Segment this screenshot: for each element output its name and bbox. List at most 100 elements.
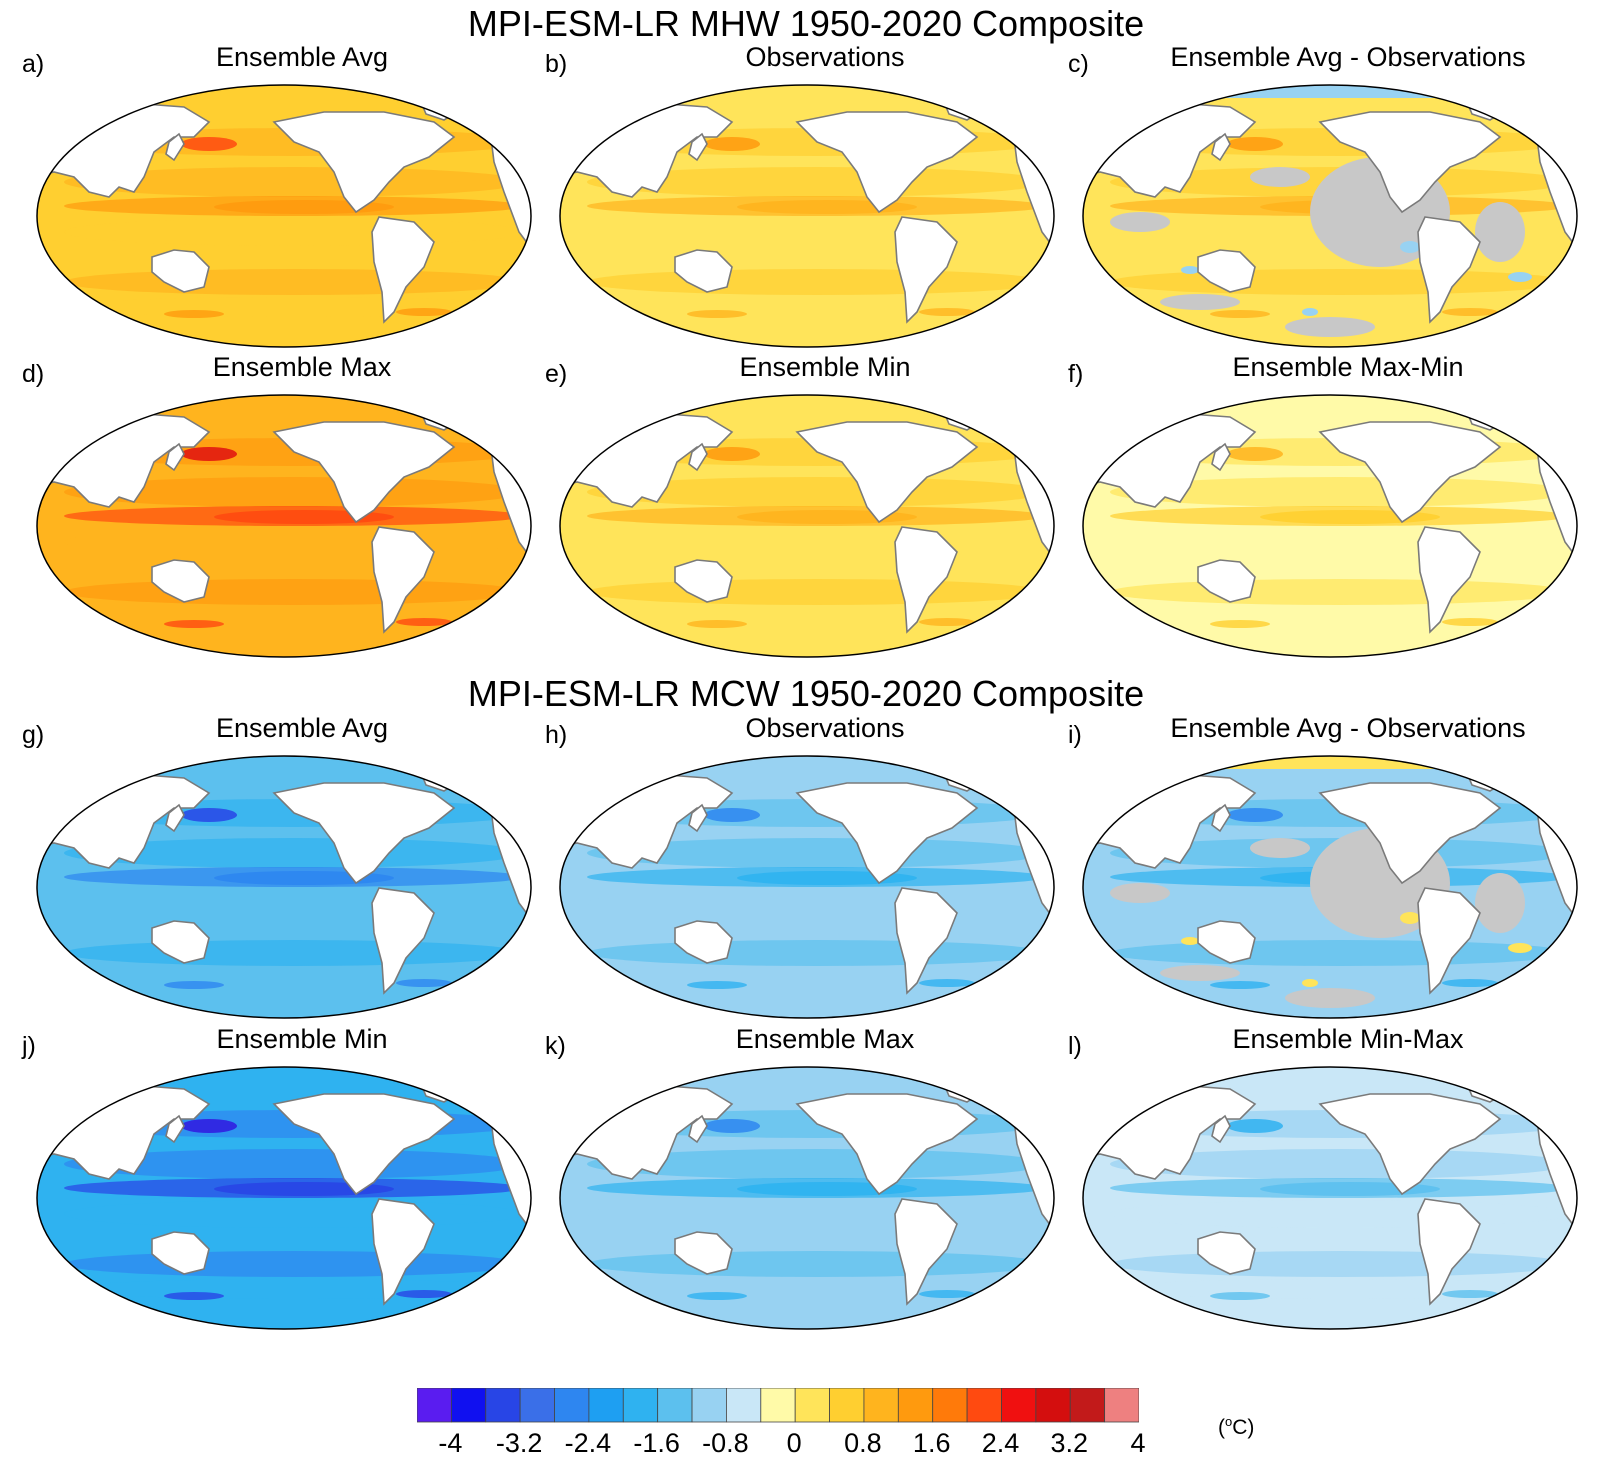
colorbar-swatch xyxy=(794,1388,830,1423)
land xyxy=(674,920,733,964)
land xyxy=(1197,920,1256,964)
panel-letter: h) xyxy=(545,721,568,749)
colorbar-tick-label: 0.8 xyxy=(844,1428,882,1458)
panel-title: Ensemble Max xyxy=(212,352,392,382)
panel-letter: a) xyxy=(22,50,45,78)
panel-letter: i) xyxy=(1068,721,1082,749)
land xyxy=(1318,111,1502,214)
map-panel: a) Ensemble Avg xyxy=(22,42,562,348)
panel-letter: k) xyxy=(545,1032,566,1060)
world-map xyxy=(559,1066,1055,1330)
colorbar-tick-label: 4 xyxy=(1130,1428,1146,1458)
colorbar-tick-label: -0.8 xyxy=(702,1428,749,1458)
land xyxy=(795,1093,979,1196)
land xyxy=(371,1198,435,1306)
land xyxy=(894,887,958,995)
map-panel: l) Ensemble Min-Max xyxy=(1068,1024,1608,1330)
map-panel: h) Observations xyxy=(545,713,1085,1019)
land xyxy=(272,782,456,885)
colorbar-swatch xyxy=(760,1388,796,1423)
world-map xyxy=(559,394,1055,658)
land xyxy=(1211,1114,1231,1144)
panel-title: Ensemble Avg - Observations xyxy=(1170,713,1526,743)
colorbar-tick-label: -3.2 xyxy=(495,1428,543,1458)
land xyxy=(165,132,185,162)
colorbar-unit: (oC) xyxy=(1218,1414,1255,1439)
colorbar-swatch xyxy=(1069,1388,1106,1423)
colorbar-swatch xyxy=(657,1388,693,1423)
land xyxy=(688,442,708,472)
panel-letter: e) xyxy=(545,360,568,388)
colorbar-swatch xyxy=(691,1388,727,1423)
panel-title: Observations xyxy=(745,42,905,72)
map-panel: i) Ensemble Avg - Observations xyxy=(1068,713,1608,1019)
map-panel: k) Ensemble Max xyxy=(545,1024,1085,1330)
land xyxy=(894,526,958,634)
section-title-mhw: MPI-ESM-LR MHW 1950-2020 Composite xyxy=(467,3,1145,44)
land xyxy=(894,1198,958,1306)
land xyxy=(1318,782,1502,885)
colorbar-swatch xyxy=(897,1388,934,1423)
world-map xyxy=(1082,1066,1578,1330)
world-map xyxy=(36,755,532,1019)
land xyxy=(1417,887,1481,995)
colorbar-swatch xyxy=(588,1388,624,1423)
map-panel: d) Ensemble Max xyxy=(22,352,562,658)
panel-letter: b) xyxy=(545,50,568,78)
land xyxy=(165,442,185,472)
land xyxy=(1417,526,1481,634)
land xyxy=(1197,1231,1256,1275)
colorbar-swatch xyxy=(485,1388,521,1423)
colorbar-swatch xyxy=(863,1388,899,1423)
panel-title: Ensemble Max-Min xyxy=(1232,352,1464,382)
panel-title: Ensemble Avg - Observations xyxy=(1170,42,1526,72)
panel-title: Ensemble Max xyxy=(735,1024,915,1054)
panel-title: Ensemble Min xyxy=(739,352,911,382)
colorbar-swatches xyxy=(417,1388,1139,1423)
panel-title: Ensemble Avg xyxy=(215,42,389,72)
land xyxy=(1318,1093,1502,1196)
colorbar-swatch xyxy=(726,1388,762,1423)
land xyxy=(1318,421,1502,524)
land xyxy=(272,421,456,524)
land xyxy=(1211,442,1231,472)
panel-letter: l) xyxy=(1068,1032,1082,1060)
colorbar-swatch xyxy=(450,1388,487,1423)
land xyxy=(151,1231,210,1275)
world-map xyxy=(1082,755,1578,1019)
world-map xyxy=(1082,394,1578,658)
panel-letter: f) xyxy=(1068,360,1084,388)
colorbar-tick-label: 3.2 xyxy=(1050,1428,1089,1458)
colorbar-tick-label: -1.6 xyxy=(633,1428,680,1458)
colorbar-swatch xyxy=(622,1388,659,1423)
land xyxy=(688,803,708,833)
world-map xyxy=(559,84,1055,348)
land xyxy=(1197,249,1256,293)
world-map xyxy=(559,755,1055,1019)
colorbar-swatch xyxy=(1104,1388,1139,1423)
world-map xyxy=(36,1066,532,1330)
land xyxy=(795,111,979,214)
land xyxy=(151,249,210,293)
land xyxy=(688,132,708,162)
land xyxy=(272,111,456,214)
land xyxy=(1417,216,1481,324)
world-map xyxy=(36,394,532,658)
world-map xyxy=(36,84,532,348)
world-map xyxy=(1082,84,1578,348)
land xyxy=(1197,559,1256,603)
colorbar-swatch xyxy=(554,1388,590,1423)
section-title-mcw: MPI-ESM-LR MCW 1950-2020 Composite xyxy=(467,673,1145,714)
land xyxy=(371,526,435,634)
colorbar-swatch xyxy=(417,1388,452,1423)
colorbar-swatch xyxy=(1035,1388,1071,1423)
panel-letter: j) xyxy=(22,1032,36,1060)
panel-title: Ensemble Min-Max xyxy=(1232,1024,1464,1054)
colorbar-swatch xyxy=(966,1388,1002,1423)
land xyxy=(165,1114,185,1144)
panel-letter: g) xyxy=(22,721,45,749)
map-panel: b) Observations xyxy=(545,42,1085,348)
land xyxy=(371,216,435,324)
colorbar-tick-label: -4 xyxy=(438,1428,463,1458)
colorbar-swatch xyxy=(829,1388,865,1423)
